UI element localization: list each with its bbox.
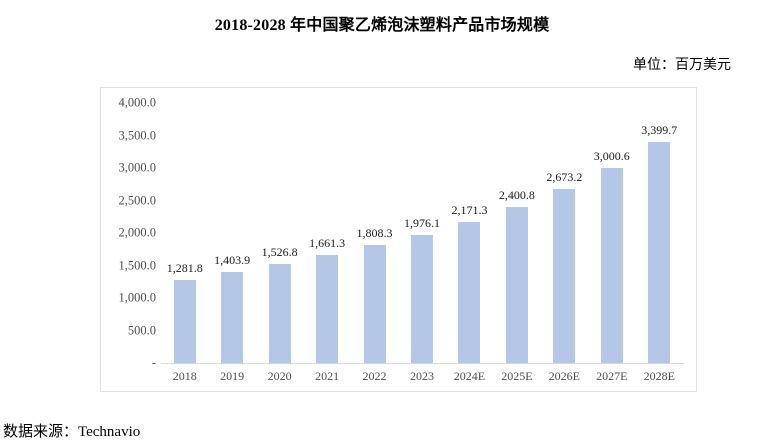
x-tick-label: 2023 [409,369,434,383]
x-tick-label: 2021 [315,369,340,383]
y-tick-label: 2,000.0 [118,225,157,240]
bar-group: 2,171.3 2024E [446,88,493,383]
x-tick-label: 2027E [596,369,628,383]
x-tick-label: 2028E [643,369,675,383]
bar-group: 1,281.8 2018 [161,88,208,383]
x-tick-label: 2025E [501,369,533,383]
data-source-label: 数据来源：Technavio [3,424,141,440]
bar-group: 3,399.7 2028E [636,88,683,383]
y-tick-label: 3,500.0 [118,128,157,142]
bar [221,272,244,363]
bar-group: 2,400.8 2025E [493,88,540,383]
y-tick-label: 4,000.0 [118,95,157,110]
bar-group: 2,673.2 2026E [541,88,588,383]
x-tick-label: 2018 [172,369,197,383]
y-tick-label: 3,000.0 [118,160,157,175]
bar-value-label: 2,400.8 [498,188,535,202]
bar-value-label: 1,808.3 [356,226,393,240]
chart-title: 2018-2028 年中国聚乙烯泡沫塑料产品市场规模 [214,17,550,34]
chart-frame: 4,000.0 3,500.0 3,000.0 2,500.0 2,000.0 1,500… [100,87,697,392]
y-tick-label: 1,500.0 [118,258,157,272]
y-tick-label: 2,500.0 [118,193,157,207]
bar-value-label: 1,403.9 [214,253,251,267]
bar [600,168,623,363]
bar-value-label: 1,526.8 [261,245,298,259]
bar [173,280,196,363]
bar-group: 3,000.6 2027E [588,88,635,383]
y-tick-label: 1,000.0 [118,290,157,305]
y-tick-label: 500.0 [127,323,156,337]
x-tick-label: 2019 [220,369,245,383]
bar-value-label: 1,661.3 [309,236,346,250]
x-tick-label: 2024E [453,369,486,383]
bar-group: 1,526.8 2020 [256,88,303,383]
unit-label: 单位：百万美元 [633,58,731,73]
x-tick-label: 2020 [267,369,292,383]
bar [648,142,671,363]
y-tick-label: - [151,355,156,370]
bar-value-label: 2,171.3 [451,203,488,217]
bar-value-label: 1,976.1 [403,216,440,230]
bar [458,222,481,363]
bar-value-label: 2,673.2 [546,170,583,184]
bar-group: 1,808.3 2022 [351,88,398,383]
bar-group: 1,661.3 2021 [303,88,350,383]
bar-value-label: 3,399.7 [641,123,678,137]
x-tick-label: 2026E [548,369,581,383]
x-axis-line [161,363,684,364]
bar [363,245,386,363]
bar-group: 1,976.1 2023 [398,88,445,383]
bar-value-label: 1,281.8 [166,261,203,275]
bar [410,235,433,363]
bar [316,255,339,363]
x-tick-label: 2022 [362,369,387,383]
plot-area: 1,281.8 2018 1,403.9 2019 1,526.8 2020 1,661.3… [161,88,683,383]
bar-value-label: 3,000.6 [593,149,630,163]
bar [553,189,576,363]
y-axis: 4,000.0 3,500.0 3,000.0 2,500.0 2,000.0 1,500… [101,88,157,391]
bar-group: 1,403.9 2019 [208,88,255,383]
bar [268,264,291,363]
bar [505,207,528,363]
